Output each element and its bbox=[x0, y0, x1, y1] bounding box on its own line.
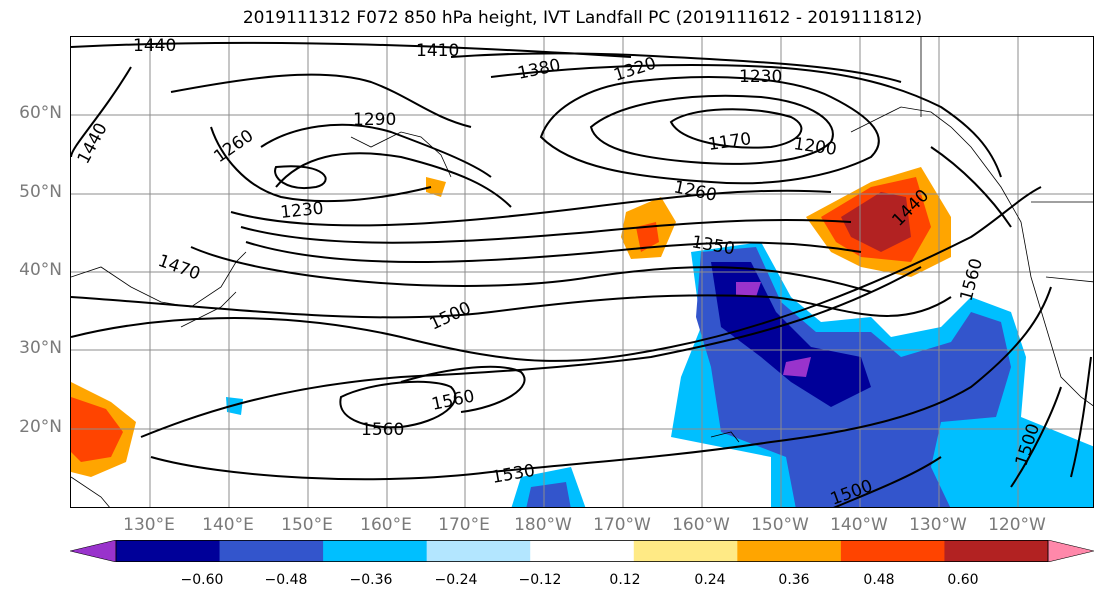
colorbar-tick-label: 0.36 bbox=[778, 572, 810, 588]
colorbar-tick-label: 0.24 bbox=[694, 572, 726, 588]
contour-label: 1560 bbox=[957, 256, 988, 303]
colorbar-cell bbox=[530, 540, 635, 562]
lon-label: 120°W bbox=[988, 515, 1046, 535]
contour-label: 1230 bbox=[279, 199, 324, 223]
lat-label: 60°N bbox=[19, 103, 62, 123]
colorbar-tick-label: −0.24 bbox=[434, 572, 478, 588]
colorbar-extension-max bbox=[1047, 540, 1094, 562]
lon-label: 160°E bbox=[360, 515, 412, 535]
lon-label: 160°W bbox=[672, 515, 730, 535]
colorbar-tick-label: −0.48 bbox=[264, 572, 308, 588]
contour-label: 1440 bbox=[74, 120, 112, 168]
negative-anomaly-region bbox=[526, 482, 571, 507]
colorbar-cell bbox=[840, 540, 945, 562]
colorbar-cell bbox=[426, 540, 531, 562]
lon-label: 170°W bbox=[593, 515, 651, 535]
contour-label: 1470 bbox=[155, 251, 202, 285]
colorbar-cell bbox=[219, 540, 324, 562]
lon-label: 170°E bbox=[438, 515, 490, 535]
lon-label: 130°E bbox=[123, 515, 175, 535]
colorbar-cell bbox=[633, 540, 738, 562]
lon-label: 140°W bbox=[830, 515, 888, 535]
contour-label: 1290 bbox=[353, 110, 396, 130]
lat-label: 40°N bbox=[19, 260, 62, 280]
contour-label: 1380 bbox=[516, 55, 562, 84]
negative-anomaly-region bbox=[711, 262, 871, 407]
positive-anomaly-region bbox=[636, 222, 659, 252]
colorbar-extension-min bbox=[70, 540, 117, 562]
colorbar-tick-label: 0.48 bbox=[863, 572, 895, 588]
contour-label: 1230 bbox=[739, 67, 782, 87]
colorbar-frame bbox=[115, 540, 1049, 562]
lat-label: 50°N bbox=[19, 182, 62, 202]
height-contours bbox=[71, 41, 1092, 507]
coastlines bbox=[71, 37, 1093, 507]
colorbar-tick-label: −0.12 bbox=[518, 572, 562, 588]
colorbar-cell bbox=[116, 540, 221, 562]
colorbar bbox=[70, 540, 1094, 562]
contour-label: 1440 bbox=[133, 37, 176, 56]
lon-label: 150°W bbox=[751, 515, 809, 535]
contour-label: 1500 bbox=[427, 298, 475, 334]
map-panel: 1440 1410 1380 1320 1230 1440 1290 1260 … bbox=[70, 36, 1094, 508]
contour-label: 1170 bbox=[707, 129, 753, 155]
colorbar-cell bbox=[323, 540, 428, 562]
lon-label: 130°W bbox=[909, 515, 967, 535]
colorbar-cell bbox=[737, 540, 842, 562]
positive-anomaly-region bbox=[841, 192, 911, 252]
colorbar-tick-label: −0.60 bbox=[180, 572, 224, 588]
map-title: 2019111312 F072 850 hPa height, IVT Land… bbox=[242, 8, 923, 28]
lon-label: 180°W bbox=[514, 515, 572, 535]
map-canvas: 1440 1410 1380 1320 1230 1440 1290 1260 … bbox=[71, 37, 1093, 507]
lat-label: 30°N bbox=[19, 338, 62, 358]
contour-label: 1200 bbox=[792, 134, 838, 160]
colorbar-tick-label: −0.36 bbox=[349, 572, 393, 588]
contour-label: 1260 bbox=[210, 126, 257, 167]
lat-label: 20°N bbox=[19, 417, 62, 437]
colorbar-tick-label: 0.12 bbox=[609, 572, 641, 588]
contour-label: 1560 bbox=[361, 420, 404, 440]
contour-label: 1410 bbox=[416, 41, 459, 61]
lon-label: 150°E bbox=[281, 515, 333, 535]
negative-anomaly-region bbox=[783, 357, 811, 377]
negative-anomaly-region bbox=[736, 282, 761, 297]
lon-label: 140°E bbox=[202, 515, 254, 535]
colorbar-cells bbox=[70, 540, 1094, 562]
colorbar-tick-label: 0.60 bbox=[947, 572, 979, 588]
colorbar-cell bbox=[944, 540, 1049, 562]
positive-anomaly-region bbox=[426, 177, 446, 197]
